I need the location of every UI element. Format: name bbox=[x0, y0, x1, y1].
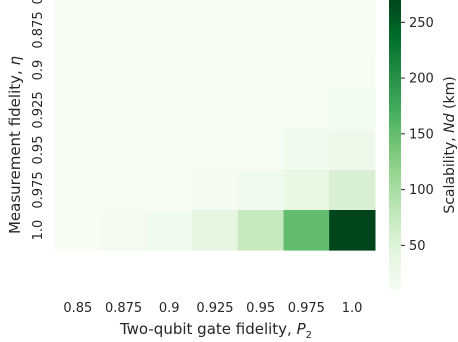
heatmap-cell bbox=[283, 0, 330, 11]
x-tick-label: 0.925 bbox=[196, 301, 233, 316]
heatmap-cell bbox=[55, 210, 102, 251]
heatmap-cell bbox=[283, 50, 330, 91]
heatmap-cell bbox=[100, 130, 147, 171]
heatmap-cell bbox=[192, 0, 239, 11]
heatmap-cell bbox=[237, 130, 285, 171]
heatmap-cell bbox=[100, 10, 147, 51]
heatmap-cell bbox=[100, 210, 147, 251]
heatmap-cell bbox=[100, 170, 147, 211]
heatmap-cells bbox=[55, 0, 376, 251]
heatmap-cell bbox=[329, 210, 376, 251]
heatmap-cell bbox=[146, 10, 193, 51]
heatmap-cell bbox=[55, 0, 102, 11]
heatmap-cell bbox=[192, 130, 239, 171]
colorbar-tick-label: 100 bbox=[409, 183, 434, 198]
x-tick-labels: 0.85 0.875 0.9 0.925 0.95 0.975 1.0 bbox=[63, 301, 362, 316]
y-tick-label: 0.85 bbox=[31, 0, 46, 4]
x-tick-label: 0.9 bbox=[159, 301, 180, 316]
heatmap-cell bbox=[329, 90, 376, 131]
heatmap-cell bbox=[237, 210, 285, 251]
x-tick-label: 0.95 bbox=[246, 301, 275, 316]
heatmap-cell bbox=[329, 50, 376, 91]
heatmap-cell bbox=[192, 50, 239, 91]
colorbar-label: Scalability, Nd (km) bbox=[442, 76, 458, 213]
heatmap-cell bbox=[329, 10, 376, 51]
heatmap-cell bbox=[100, 90, 147, 131]
y-tick-labels: 0.85 0.875 0.9 0.925 0.95 0.975 1.0 bbox=[31, 0, 46, 240]
heatmap-cell bbox=[283, 210, 330, 251]
y-tick-label: 0.9 bbox=[31, 60, 46, 81]
y-tick-label: 0.975 bbox=[31, 171, 46, 208]
colorbar-tick-label: 250 bbox=[409, 16, 434, 31]
heatmap-cell bbox=[146, 210, 193, 251]
heatmap-cell bbox=[329, 170, 376, 211]
heatmap-cell bbox=[283, 170, 330, 211]
heatmap-cell bbox=[55, 170, 102, 211]
heatmap-cell bbox=[192, 210, 239, 251]
heatmap-cell bbox=[237, 170, 285, 211]
heatmap-cell bbox=[146, 90, 193, 131]
heatmap-cell bbox=[55, 50, 102, 91]
y-axis-label: Measurement fidelity, η bbox=[6, 55, 24, 234]
heatmap-cell bbox=[237, 0, 285, 11]
x-tick-label: 0.875 bbox=[105, 301, 142, 316]
heatmap-cell bbox=[192, 10, 239, 51]
x-tick-label: 0.975 bbox=[288, 301, 325, 316]
heatmap-cell bbox=[146, 170, 193, 211]
colorbar-tick-label: 50 bbox=[409, 239, 426, 254]
heatmap-cell bbox=[146, 50, 193, 91]
heatmap-cell bbox=[192, 170, 239, 211]
heatmap-cell bbox=[192, 90, 239, 131]
y-tick-label: 0.95 bbox=[31, 136, 46, 165]
colorbar-ticks: 50 100 150 200 250 bbox=[401, 16, 434, 254]
colorbar-tick-label: 150 bbox=[409, 127, 434, 142]
x-axis-label: Two-qubit gate fidelity, P2 bbox=[119, 320, 312, 341]
heatmap-cell bbox=[146, 0, 193, 11]
colorbar bbox=[389, 0, 401, 290]
heatmap-cell bbox=[100, 50, 147, 91]
colorbar-tick-label: 200 bbox=[409, 72, 434, 87]
heatmap-cell bbox=[283, 10, 330, 51]
heatmap-cell bbox=[55, 90, 102, 131]
y-tick-label: 1.0 bbox=[31, 220, 46, 241]
heatmap-cell bbox=[146, 130, 193, 171]
heatmap-cell bbox=[237, 50, 285, 91]
heatmap-cell bbox=[283, 130, 330, 171]
x-tick-label: 0.85 bbox=[63, 301, 92, 316]
heatmap-cell bbox=[329, 0, 376, 11]
heatmap-cell bbox=[329, 130, 376, 171]
y-tick-label: 0.875 bbox=[31, 11, 46, 48]
heatmap-cell bbox=[283, 90, 330, 131]
heatmap-cell bbox=[100, 0, 147, 11]
heatmap-cell bbox=[55, 130, 102, 171]
heatmap-cell bbox=[237, 90, 285, 131]
heatmap-cell bbox=[237, 10, 285, 51]
y-tick-label: 0.925 bbox=[31, 91, 46, 128]
heatmap-cell bbox=[55, 10, 102, 51]
x-tick-label: 1.0 bbox=[342, 301, 363, 316]
